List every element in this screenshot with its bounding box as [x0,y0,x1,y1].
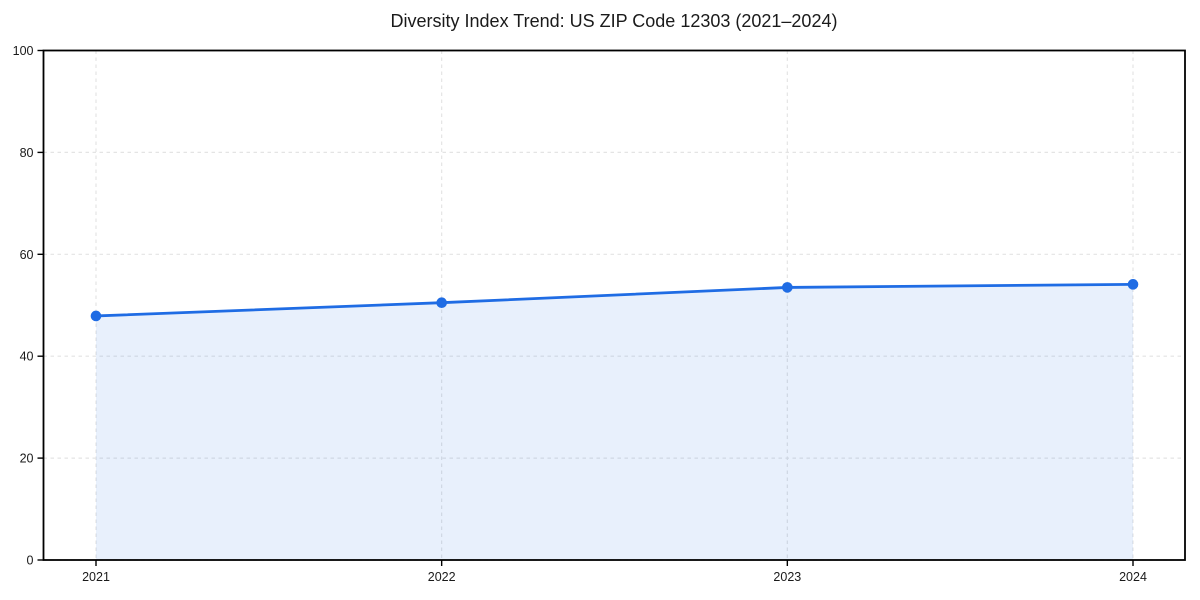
data-point-marker [782,282,793,293]
plot-border [42,49,1186,561]
y-tick-label: 60 [20,248,34,262]
y-tick-label: 80 [20,146,34,160]
trend-line [94,282,1135,318]
area-fill [96,284,1133,560]
chart-title: Diversity Index Trend: US ZIP Code 12303… [390,11,838,31]
x-tick-label: 2024 [1119,570,1147,584]
y-tick-label: 100 [13,44,34,58]
x-tick-label: 2022 [428,570,456,584]
data-point-marker [90,310,102,322]
data-point-marker [436,297,447,309]
y-tick-label: 20 [20,452,34,466]
data-point-marker [1127,279,1139,290]
y-tick-label: 40 [20,350,34,364]
y-tick-label: 0 [27,554,34,568]
x-tick-label: 2021 [82,570,110,584]
x-tick-label: 2023 [773,570,801,584]
